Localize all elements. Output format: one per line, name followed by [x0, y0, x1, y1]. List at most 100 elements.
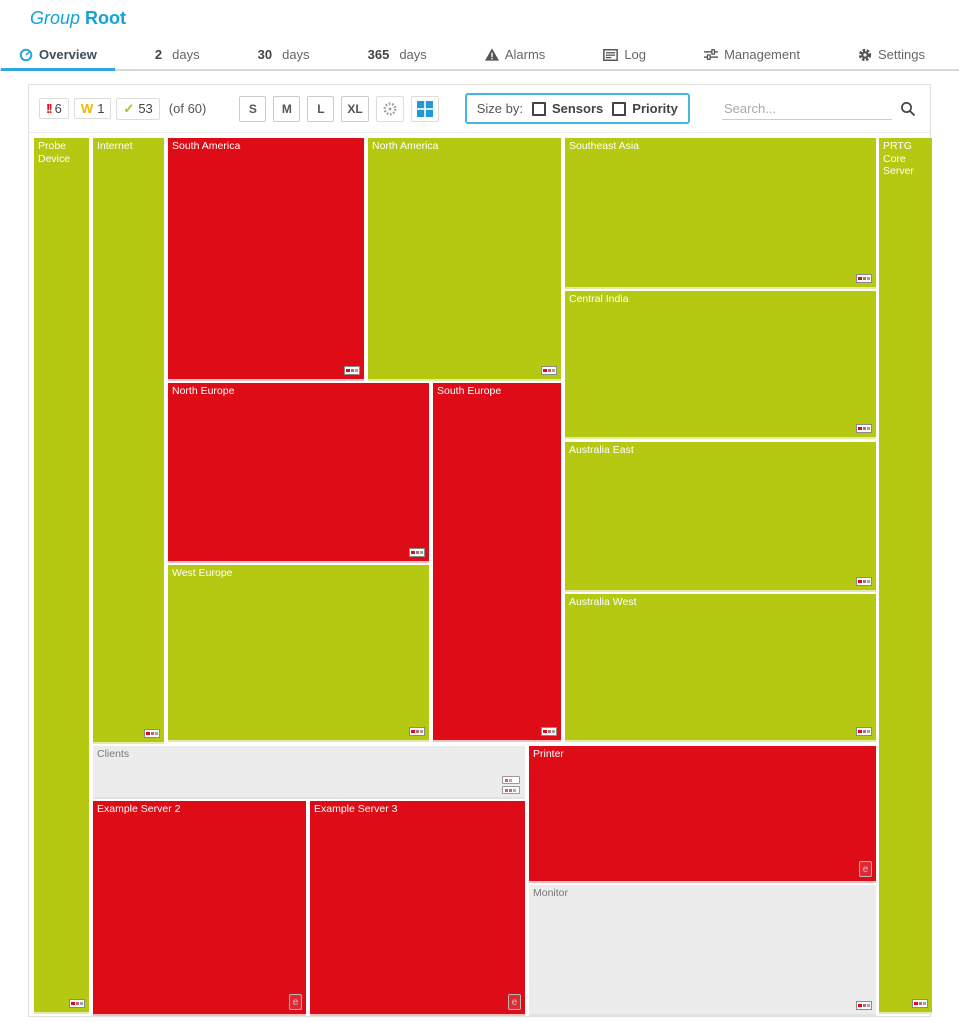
- sensors-checkbox[interactable]: [531, 101, 546, 116]
- client-devices-icon: [502, 774, 520, 794]
- treemap-tile-example-server-2[interactable]: Example Server 2 e: [93, 801, 306, 1014]
- tab-365-days[interactable]: 365 days: [356, 47, 439, 69]
- sensor-graph-icon: [409, 727, 425, 736]
- tile-label: South Europe: [437, 385, 502, 397]
- treemap-tile-south-america[interactable]: South America: [168, 138, 364, 379]
- treemap-tile-central-india[interactable]: Central India: [565, 291, 876, 437]
- warning-count: 1: [97, 101, 105, 116]
- group-name: Root: [85, 8, 127, 28]
- tab-number: 30: [257, 47, 273, 62]
- tile-label: North Europe: [172, 385, 235, 397]
- tab-label: Alarms: [504, 47, 546, 62]
- treemap-tile-north-europe[interactable]: North Europe: [168, 383, 429, 561]
- warning-counter[interactable]: W 1: [73, 98, 112, 119]
- sensor-graph-icon: [856, 1001, 872, 1010]
- size-l-button[interactable]: L: [307, 95, 335, 122]
- tab-alarms[interactable]: Alarms: [473, 47, 557, 69]
- sensor-graph-icon: [344, 366, 360, 375]
- warning-icon: W: [80, 101, 94, 116]
- tab-label: Log: [624, 47, 647, 62]
- sensor-graph-icon: [856, 727, 872, 736]
- tab-2-days[interactable]: 2 days: [143, 47, 212, 69]
- view-grid-button[interactable]: [410, 95, 439, 122]
- tab-label: days: [172, 47, 200, 62]
- tab-label: Settings: [878, 47, 925, 62]
- tile-label: Monitor: [533, 887, 569, 899]
- tile-label: Internet: [97, 140, 133, 152]
- treemap-toolbar: !! 6 W 1 ✓ 53 (of 60) S M L XL: [29, 85, 930, 133]
- priority-checkbox-label: Priority: [632, 101, 678, 116]
- tab-log[interactable]: Log: [591, 47, 658, 69]
- device-icon: e: [859, 861, 872, 877]
- tab-settings[interactable]: Settings: [846, 47, 937, 69]
- tile-label: Example Server 2: [97, 803, 181, 815]
- size-by-label: Size by:: [476, 101, 523, 116]
- search-input[interactable]: [722, 97, 892, 120]
- treemap-tile-australia-east[interactable]: Australia East: [565, 442, 876, 590]
- tab-bar: Overview 2 days 30 days 365 days Alarms …: [0, 45, 959, 71]
- treemap-tile-prtg-core-server[interactable]: PRTG Core Server: [879, 138, 932, 1012]
- treemap-tile-clients[interactable]: Clients: [93, 746, 525, 797]
- page-title: Group Root: [30, 8, 959, 29]
- ok-counter[interactable]: ✓ 53: [116, 97, 160, 120]
- sensors-checkbox-label: Sensors: [551, 101, 604, 116]
- sensor-graph-icon: [912, 999, 928, 1008]
- grid-icon: [416, 100, 433, 117]
- treemap-tile-example-server-3[interactable]: Example Server 3 e: [310, 801, 525, 1014]
- overview-panel: !! 6 W 1 ✓ 53 (of 60) S M L XL: [28, 84, 932, 1017]
- check-icon: ✓: [123, 100, 135, 116]
- sensor-graph-icon: [856, 424, 872, 433]
- total-sensors-label: (of 60): [168, 101, 207, 116]
- search-icon[interactable]: [900, 101, 916, 117]
- tile-label: North America: [372, 140, 439, 152]
- size-s-button[interactable]: S: [239, 95, 267, 122]
- tile-label: Clients: [97, 748, 130, 760]
- gear-dots-icon: [383, 102, 397, 115]
- gear-icon: [858, 48, 872, 61]
- treemap-tile-probe-device[interactable]: Probe Device: [34, 138, 89, 1012]
- gear-options-button[interactable]: [375, 95, 404, 122]
- search-area: [722, 97, 920, 120]
- tile-label: West Europe: [172, 567, 233, 579]
- tile-label: Australia West: [569, 596, 637, 608]
- tile-label: Example Server 3: [314, 803, 398, 815]
- tab-number: 365: [367, 47, 390, 62]
- tab-label: days: [282, 47, 310, 62]
- tile-size-buttons: S M L XL: [232, 95, 439, 122]
- ok-count: 53: [138, 101, 153, 116]
- treemap-tile-north-america[interactable]: North America: [368, 138, 561, 379]
- tab-30-days[interactable]: 30 days: [246, 47, 322, 69]
- group-treemap: Probe Device Internet South America North A…: [29, 133, 932, 1016]
- treemap-tile-south-europe[interactable]: South Europe: [433, 383, 561, 740]
- priority-checkbox[interactable]: [612, 101, 627, 116]
- tile-label: Central India: [569, 293, 629, 305]
- tile-label: Printer: [533, 748, 564, 760]
- tab-number: 2: [154, 47, 163, 62]
- treemap-tile-internet[interactable]: Internet: [93, 138, 164, 742]
- gauge-icon: [19, 48, 33, 61]
- size-by-group: Size by: Sensors Priority: [464, 93, 690, 124]
- device-icon: e: [289, 994, 302, 1010]
- alarm-triangle-icon: [484, 48, 499, 61]
- sensor-graph-icon: [409, 548, 425, 557]
- treemap-tile-printer[interactable]: Printer e: [529, 746, 876, 881]
- sensor-graph-icon: [144, 729, 160, 738]
- log-icon: [603, 48, 619, 61]
- error-counter[interactable]: !! 6: [39, 98, 69, 119]
- treemap-tile-southeast-asia[interactable]: Southeast Asia: [565, 138, 876, 287]
- treemap-tile-west-europe[interactable]: West Europe: [168, 565, 429, 740]
- tab-management[interactable]: Management: [692, 47, 812, 69]
- sensor-graph-icon: [856, 274, 872, 283]
- tab-label: Management: [724, 47, 800, 62]
- treemap-tile-australia-west[interactable]: Australia West: [565, 594, 876, 740]
- error-icon: !!: [46, 101, 53, 116]
- sensor-graph-icon: [69, 999, 85, 1008]
- treemap-tile-monitor[interactable]: Monitor: [529, 885, 876, 1014]
- sliders-icon: [704, 49, 719, 60]
- sensor-graph-icon: [856, 577, 872, 586]
- tab-overview[interactable]: Overview: [1, 47, 115, 71]
- size-m-button[interactable]: M: [273, 95, 301, 122]
- tile-label: PRTG Core Server: [883, 140, 914, 178]
- sensor-graph-icon: [541, 727, 557, 736]
- size-xl-button[interactable]: XL: [341, 95, 369, 122]
